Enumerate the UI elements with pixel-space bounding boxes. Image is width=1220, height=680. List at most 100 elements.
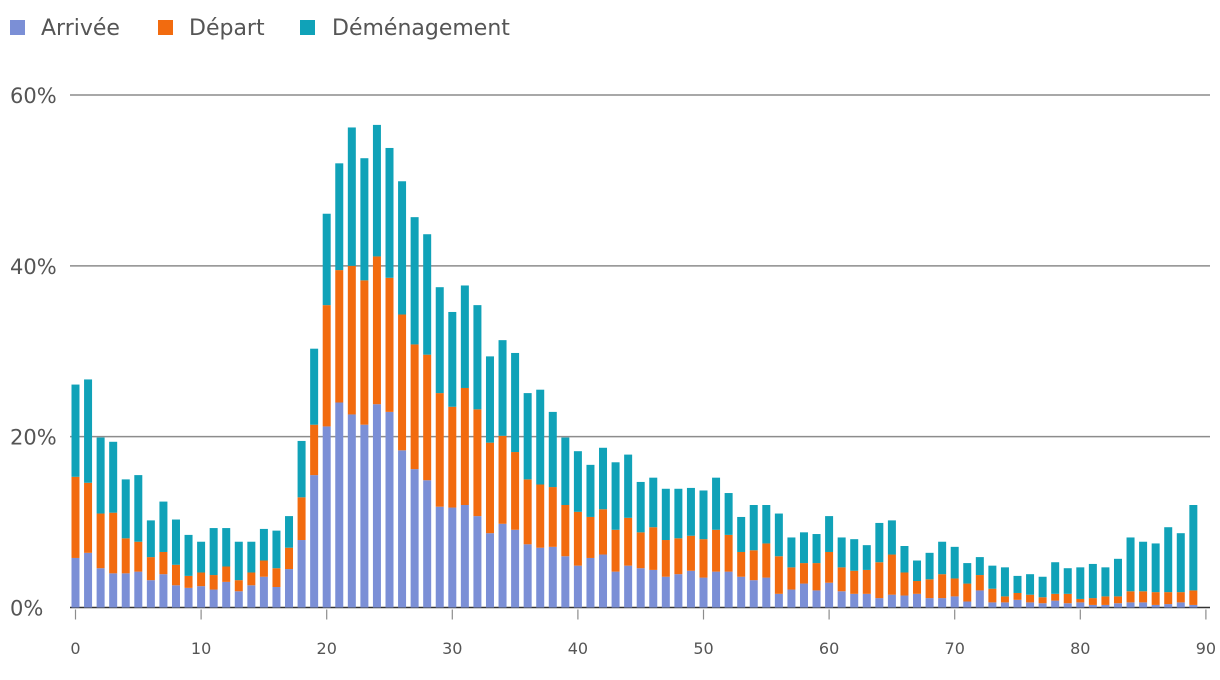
bar-depart-80[interactable]: [1076, 598, 1085, 603]
bar-demenagement-88[interactable]: [1176, 533, 1185, 593]
bar-demenagement-78[interactable]: [1051, 562, 1060, 594]
bar-demenagement-74[interactable]: [1000, 567, 1009, 597]
bar-depart-48[interactable]: [674, 538, 683, 575]
bar-arrivee-67[interactable]: [913, 593, 922, 608]
bar-arrivee-37[interactable]: [536, 547, 545, 608]
bar-depart-67[interactable]: [913, 581, 922, 594]
bar-arrivee-60[interactable]: [825, 582, 834, 608]
bar-arrivee-45[interactable]: [636, 568, 645, 608]
bar-arrivee-71[interactable]: [963, 601, 972, 608]
bar-arrivee-12[interactable]: [222, 581, 231, 608]
bar-arrivee-64[interactable]: [875, 598, 884, 608]
bar-arrivee-13[interactable]: [234, 591, 243, 608]
bar-demenagement-24[interactable]: [372, 124, 381, 257]
bar-arrivee-34[interactable]: [498, 523, 507, 608]
bar-arrivee-73[interactable]: [988, 602, 997, 608]
bar-depart-85[interactable]: [1139, 591, 1148, 603]
bar-arrivee-69[interactable]: [938, 598, 947, 608]
bar-depart-31[interactable]: [460, 387, 469, 505]
bar-arrivee-77[interactable]: [1038, 603, 1047, 608]
bar-depart-37[interactable]: [536, 484, 545, 548]
bar-arrivee-83[interactable]: [1113, 603, 1122, 608]
bar-depart-72[interactable]: [975, 575, 984, 591]
bar-depart-68[interactable]: [925, 579, 934, 599]
bar-depart-78[interactable]: [1051, 593, 1060, 601]
bar-demenagement-38[interactable]: [548, 411, 557, 488]
bar-demenagement-48[interactable]: [674, 488, 683, 539]
bar-arrivee-38[interactable]: [548, 546, 557, 608]
bar-arrivee-27[interactable]: [410, 469, 419, 608]
bar-demenagement-84[interactable]: [1126, 537, 1135, 592]
bar-depart-49[interactable]: [686, 535, 695, 571]
bar-arrivee-21[interactable]: [335, 402, 344, 608]
bar-depart-66[interactable]: [900, 572, 909, 596]
bar-arrivee-62[interactable]: [850, 593, 859, 608]
bar-demenagement-34[interactable]: [498, 340, 507, 436]
bar-depart-19[interactable]: [310, 424, 319, 476]
bar-arrivee-44[interactable]: [624, 565, 633, 608]
bar-demenagement-41[interactable]: [586, 464, 595, 517]
bar-arrivee-28[interactable]: [423, 480, 432, 608]
bar-demenagement-77[interactable]: [1038, 576, 1047, 598]
bar-arrivee-22[interactable]: [347, 414, 356, 608]
bar-arrivee-47[interactable]: [661, 576, 670, 608]
bar-depart-30[interactable]: [448, 406, 457, 508]
bar-depart-47[interactable]: [661, 540, 670, 577]
bar-arrivee-3[interactable]: [109, 573, 118, 608]
bar-demenagement-70[interactable]: [950, 546, 959, 579]
bar-depart-3[interactable]: [109, 512, 118, 574]
bar-depart-75[interactable]: [1013, 592, 1022, 600]
bar-depart-9[interactable]: [184, 575, 193, 588]
bar-demenagement-31[interactable]: [460, 285, 469, 388]
bar-depart-60[interactable]: [825, 551, 834, 583]
bar-demenagement-61[interactable]: [837, 537, 846, 568]
bar-demenagement-4[interactable]: [121, 479, 130, 539]
bar-demenagement-45[interactable]: [636, 481, 645, 533]
bar-demenagement-44[interactable]: [624, 454, 633, 518]
bar-arrivee-68[interactable]: [925, 598, 934, 608]
bar-depart-63[interactable]: [862, 569, 871, 594]
bar-depart-54[interactable]: [749, 550, 758, 581]
bar-depart-57[interactable]: [787, 567, 796, 590]
bar-depart-45[interactable]: [636, 532, 645, 569]
bar-arrivee-75[interactable]: [1013, 599, 1022, 608]
bar-depart-13[interactable]: [234, 580, 243, 592]
bar-arrivee-4[interactable]: [121, 573, 130, 608]
bar-arrivee-31[interactable]: [460, 505, 469, 608]
bar-arrivee-8[interactable]: [171, 585, 180, 608]
bar-demenagement-16[interactable]: [272, 530, 281, 569]
bar-demenagement-54[interactable]: [749, 505, 758, 551]
bar-arrivee-23[interactable]: [360, 424, 369, 608]
bar-depart-14[interactable]: [247, 572, 256, 586]
bar-depart-33[interactable]: [485, 442, 494, 534]
bar-arrivee-53[interactable]: [737, 576, 746, 608]
bar-depart-10[interactable]: [197, 572, 206, 587]
bar-depart-24[interactable]: [372, 256, 381, 405]
bar-arrivee-9[interactable]: [184, 587, 193, 608]
bar-demenagement-9[interactable]: [184, 534, 193, 576]
bar-arrivee-43[interactable]: [611, 571, 620, 608]
bar-depart-22[interactable]: [347, 265, 356, 415]
bar-demenagement-63[interactable]: [862, 545, 871, 570]
bar-arrivee-52[interactable]: [724, 571, 733, 608]
bar-depart-17[interactable]: [285, 547, 294, 570]
bar-depart-83[interactable]: [1113, 596, 1122, 604]
bar-demenagement-11[interactable]: [209, 528, 218, 576]
bar-demenagement-43[interactable]: [611, 462, 620, 530]
bar-depart-8[interactable]: [171, 564, 180, 586]
bar-demenagement-52[interactable]: [724, 493, 733, 535]
bar-depart-5[interactable]: [134, 541, 143, 572]
bar-arrivee-29[interactable]: [435, 506, 444, 608]
bar-depart-55[interactable]: [762, 543, 771, 578]
bar-arrivee-36[interactable]: [523, 544, 532, 608]
legend-item-depart[interactable]: Départ: [158, 16, 265, 41]
bar-demenagement-25[interactable]: [385, 147, 394, 278]
bar-demenagement-89[interactable]: [1189, 505, 1198, 591]
bar-depart-87[interactable]: [1164, 592, 1173, 605]
bar-depart-46[interactable]: [649, 527, 658, 570]
bar-depart-74[interactable]: [1000, 596, 1009, 603]
bar-arrivee-70[interactable]: [950, 596, 959, 608]
bar-arrivee-2[interactable]: [96, 568, 105, 608]
bar-depart-27[interactable]: [410, 344, 419, 470]
bar-demenagement-55[interactable]: [762, 505, 771, 544]
